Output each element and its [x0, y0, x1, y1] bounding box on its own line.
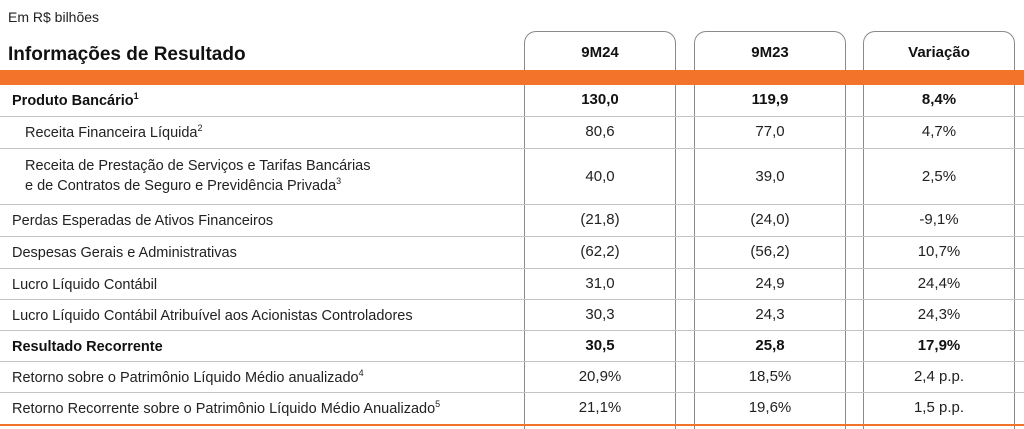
value-9m23: 77,0: [755, 123, 785, 140]
column-header-variacao: Variação: [908, 44, 970, 61]
column-header-9m24: 9M24: [581, 44, 619, 61]
value-variacao: 24,4%: [917, 275, 961, 292]
table-row: Retorno sobre o Patrimônio Líquido Médio…: [0, 362, 1024, 393]
value-variacao: 2,5%: [921, 168, 957, 185]
value-9m23: 39,0: [755, 168, 785, 185]
table-row: Retorno Recorrente sobre o Patrimônio Lí…: [0, 393, 1024, 424]
table-row: Receita de Prestação de Serviços e Tarif…: [0, 149, 1024, 205]
value-9m24: (62,2): [580, 243, 620, 260]
column-frame-9m24: [524, 31, 676, 429]
value-9m23: (56,2): [750, 243, 790, 260]
value-9m23: 119,9: [751, 91, 789, 108]
value-variacao: 24,3%: [917, 306, 961, 323]
value-variacao: 10,7%: [917, 243, 961, 260]
table-row: Resultado Recorrente 30,5 25,8 17,9%: [0, 331, 1024, 362]
value-9m24: 80,6: [585, 123, 615, 140]
value-9m24: 130,0: [581, 91, 619, 108]
unit-label: Em R$ bilhões: [8, 9, 100, 25]
row-label: Lucro Líquido Contábil: [12, 277, 158, 293]
value-9m23: 19,6%: [748, 399, 792, 416]
row-label: Receita Financeira Líquida2: [25, 123, 203, 141]
value-9m24: 30,3: [585, 306, 615, 323]
table-row: Despesas Gerais e Administrativas (62,2)…: [0, 237, 1024, 269]
value-variacao: 2,4 p.p.: [913, 368, 965, 385]
value-9m23: (24,0): [750, 211, 790, 228]
column-frame-variacao: [863, 31, 1015, 429]
row-label: Perdas Esperadas de Ativos Financeiros: [12, 213, 274, 229]
table-title: Informações de Resultado: [8, 44, 246, 65]
table-row: Lucro Líquido Contábil Atribuível aos Ac…: [0, 300, 1024, 331]
value-variacao: 8,4%: [921, 91, 957, 108]
column-header-9m23: 9M23: [751, 44, 789, 61]
header-accent-bar: [0, 70, 1024, 85]
value-9m24: 40,0: [585, 168, 615, 185]
value-9m23: 24,3: [755, 306, 785, 323]
row-label: Produto Bancário1: [12, 91, 139, 109]
row-label: Retorno sobre o Patrimônio Líquido Médio…: [12, 368, 364, 386]
value-9m23: 25,8: [755, 337, 785, 354]
column-frame-9m23: [694, 31, 846, 429]
value-9m23: 18,5%: [748, 368, 792, 385]
table-row: Lucro Líquido Contábil 31,0 24,9 24,4%: [0, 269, 1024, 300]
row-label: Retorno Recorrente sobre o Patrimônio Lí…: [12, 399, 441, 417]
value-9m24: (21,8): [580, 211, 620, 228]
table-row: Perdas Esperadas de Ativos Financeiros (…: [0, 205, 1024, 237]
row-label: Resultado Recorrente: [12, 339, 163, 355]
value-variacao: 1,5 p.p.: [913, 399, 965, 416]
footer-accent-line: [0, 424, 1024, 426]
value-9m24: 20,9%: [578, 368, 622, 385]
row-label: Lucro Líquido Contábil Atribuível aos Ac…: [12, 308, 413, 324]
value-9m24: 30,5: [585, 337, 615, 354]
table-row: Produto Bancário1 130,0 119,9 8,4%: [0, 85, 1024, 117]
row-label: Receita de Prestação de Serviços e Tarif…: [25, 158, 371, 194]
value-variacao: 17,9%: [917, 337, 961, 354]
table-row: Receita Financeira Líquida2 80,6 77,0 4,…: [0, 117, 1024, 149]
value-9m24: 21,1%: [578, 399, 622, 416]
row-label: Despesas Gerais e Administrativas: [12, 245, 237, 261]
value-9m24: 31,0: [585, 275, 615, 292]
value-variacao: 4,7%: [921, 123, 957, 140]
value-variacao: -9,1%: [919, 211, 959, 228]
value-9m23: 24,9: [755, 275, 785, 292]
